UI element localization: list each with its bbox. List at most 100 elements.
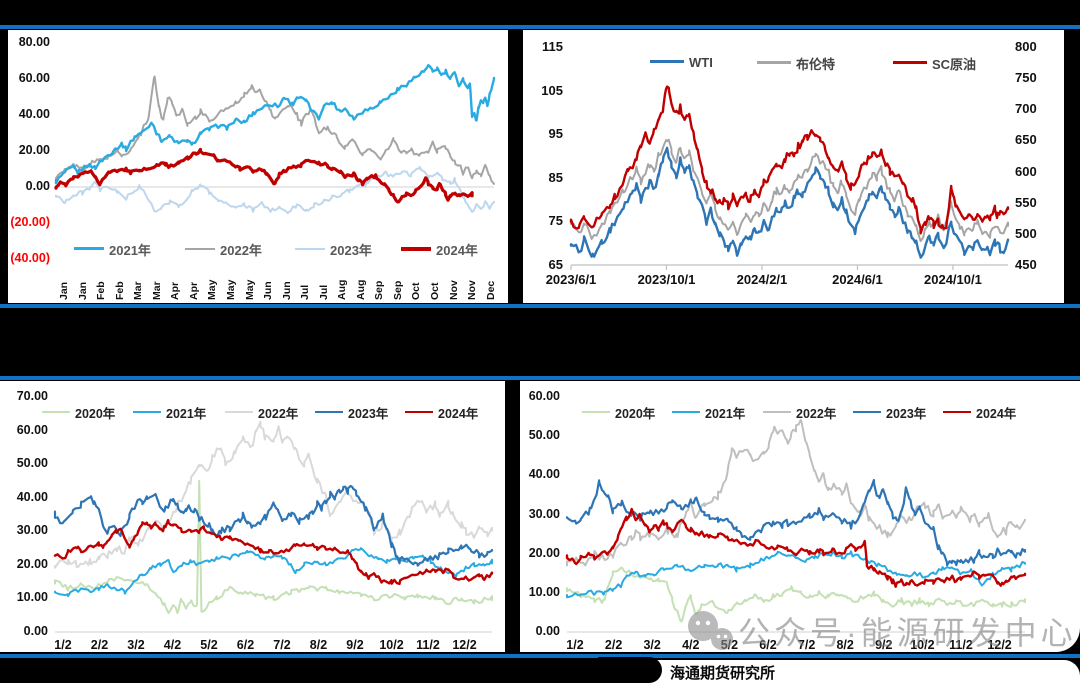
legend-swatch — [185, 247, 215, 250]
x-axis-label: 8/2 — [836, 638, 854, 652]
y-axis-label-right: 600 — [1015, 163, 1037, 179]
y-axis-label: 0.00 — [25, 179, 50, 193]
x-axis-label: 1/2 — [54, 638, 72, 652]
x-axis-label: 7/2 — [273, 638, 291, 652]
x-axis-label: 7/2 — [797, 638, 816, 652]
legend-swatch — [295, 247, 325, 250]
x-axis-label: Nov — [466, 280, 479, 300]
y-axis-label: (40.00) — [10, 251, 50, 265]
footer-mask — [598, 657, 662, 683]
y-axis-label: 30.00 — [16, 523, 48, 538]
series-line-2023年 — [53, 484, 494, 567]
legend-item: SC原油 — [893, 54, 976, 73]
y-axis-label: 0.00 — [535, 624, 560, 638]
x-axis-label: Oct — [410, 282, 423, 300]
x-axis-label: 1/2 — [566, 638, 584, 652]
y-axis-label: 0.00 — [23, 624, 48, 638]
legend-label: 2024年 — [438, 407, 479, 421]
series-line-2021年 — [54, 547, 493, 598]
legend-label: 布伦特 — [796, 57, 836, 72]
x-axis-label: Jul — [317, 284, 330, 300]
x-axis-label: Feb — [95, 281, 108, 300]
series-line-2023年 — [565, 478, 1027, 567]
legend-label: 2023年 — [886, 407, 927, 421]
y-axis-label: 65 — [548, 257, 563, 272]
legend-label: 2024年 — [436, 243, 478, 258]
x-axis-label: 2023/6/1 — [545, 272, 597, 287]
y-axis-label: 10.00 — [16, 590, 48, 605]
separator-line-top — [0, 25, 1080, 29]
legend-swatch — [943, 410, 971, 413]
separator-line-mid-upper — [0, 304, 1080, 308]
y-axis-label: 115 — [542, 39, 563, 54]
y-axis-label-right: 750 — [1015, 70, 1037, 86]
y-axis-label-right: 450 — [1015, 257, 1037, 272]
x-axis-label: Apr — [169, 281, 182, 300]
legend-item: 2022年 — [185, 240, 262, 259]
legend-label: 2024年 — [976, 407, 1017, 421]
y-axis-label: 20.00 — [18, 143, 50, 157]
y-axis-label-right: 550 — [1015, 194, 1037, 210]
legend-label: 2023年 — [330, 243, 372, 258]
y-axis-label: 20.00 — [528, 545, 560, 560]
separator-line-mid-lower — [0, 376, 1080, 380]
x-axis-label: 6/2 — [236, 638, 255, 652]
legend-label: 2021年 — [109, 243, 151, 258]
y-axis-label: 60.00 — [528, 389, 560, 403]
source-text: 海通期货研究所 — [670, 665, 776, 682]
legend-item: 2020年 — [582, 403, 655, 422]
chart-panel-spread-seasonal-right: 60.00 50.00 40.00 30.00 20.00 10.00 0.00 1/2 2/2… — [520, 381, 1080, 652]
x-axis-label: 11/2 — [949, 638, 973, 652]
y-axis-label: 40.00 — [18, 107, 50, 121]
x-axis-label: 12/2 — [452, 638, 477, 652]
separator-line-bottom — [0, 654, 1080, 658]
x-axis-label: Aug — [354, 279, 367, 300]
x-axis-label: 12/2 — [987, 638, 1012, 652]
legend-item: 2024年 — [401, 240, 478, 259]
x-axis-label: 2024/2/1 — [736, 272, 788, 287]
series-line-2023年 — [55, 165, 495, 215]
legend-item: 2023年 — [295, 240, 372, 259]
legend-swatch — [133, 410, 161, 413]
series-line-2021年 — [566, 550, 1026, 599]
legend-item: 2022年 — [763, 403, 836, 422]
y-axis-label: 30.00 — [528, 506, 560, 521]
y-axis-label: 80.00 — [18, 35, 50, 49]
y-axis-label: 40.00 — [16, 489, 48, 504]
legend-item: 2021年 — [672, 403, 745, 422]
x-axis-label: Jan — [76, 281, 89, 300]
y-axis-label: 20.00 — [16, 556, 48, 571]
x-axis-label: May — [224, 279, 237, 300]
x-axis-label: Jul — [299, 284, 312, 300]
x-axis-label: 5/2 — [200, 638, 218, 652]
legend-swatch — [853, 410, 881, 413]
x-axis-label: Apr — [187, 281, 200, 300]
x-axis-label: 10/2 — [379, 638, 404, 652]
x-axis-label: Sep — [373, 280, 386, 300]
legend-swatch — [582, 410, 610, 413]
y-axis-label: 70.00 — [16, 389, 48, 403]
y-axis-label-right: 800 — [1015, 39, 1037, 54]
legend-swatch — [650, 60, 684, 64]
x-axis-label: Dec — [484, 280, 497, 300]
legend-label: 2020年 — [75, 407, 116, 421]
x-axis-label: 2024/10/1 — [924, 272, 982, 287]
x-axis-label: Aug — [336, 279, 349, 300]
legend-item: 2024年 — [943, 403, 1016, 422]
y-axis-label: 75 — [548, 213, 563, 229]
x-axis-label: 8/2 — [309, 638, 328, 652]
x-axis-label: 9/2 — [346, 638, 364, 652]
chart-panel-monthly-spread-seasonal: 80.00 60.00 40.00 20.00 0.00 (20.00) (40.00) Ja… — [8, 30, 508, 303]
legend-swatch — [757, 61, 791, 64]
footer-strip — [598, 660, 1080, 683]
y-axis-label: 50.00 — [528, 428, 560, 443]
series-line-2022年 — [54, 420, 493, 569]
series-line-2020年 — [54, 479, 493, 615]
legend-label: 2022年 — [796, 407, 837, 421]
x-axis-label: 4/2 — [163, 638, 182, 652]
x-axis-label: 9/2 — [875, 638, 893, 652]
y-axis-label-right: 700 — [1015, 101, 1037, 117]
chart-svg — [565, 419, 1027, 633]
legend-swatch — [405, 410, 433, 413]
